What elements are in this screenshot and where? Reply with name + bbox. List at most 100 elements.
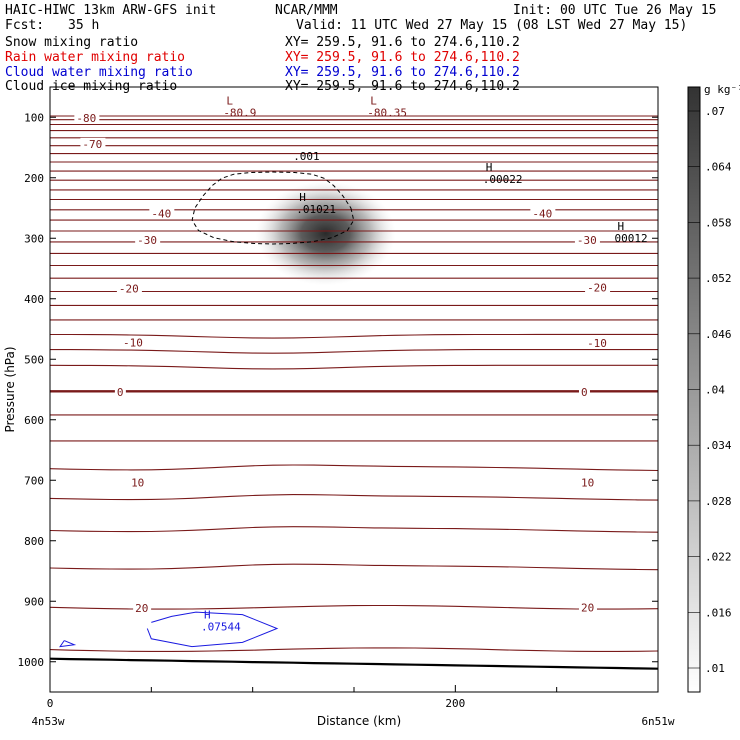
field-cloudwater-label: Cloud water mixing ratio [5,65,193,80]
extremum-symbol: L [370,94,377,107]
colorbar: .01 .016 .022 .028 .034 .04 .046 .052 .058 .064 .0… [687,83,740,693]
temperature-label: 20 [581,601,594,614]
model-title: HAIC-HIWC 13km ARW-GFS init [5,3,217,18]
contour-label-bg [530,207,556,220]
fcst-label: Fcst: [5,18,45,33]
extremum-symbol: H [486,161,493,174]
x-tick-label: 0 [47,697,54,710]
extremum-symbol: H [299,191,306,204]
temperature-label: 0 [581,386,588,399]
x-tick-label: 200 [445,697,465,710]
y-axis-label: Pressure (hPa) [3,346,17,432]
temperature-contour [50,333,658,339]
contour-label-bg [585,281,611,294]
temperature-label: 10 [581,477,594,490]
colorbar-label: .046 [705,328,732,341]
x-axis-label: Distance (km) [317,714,401,728]
field-rain-label: Rain water mixing ratio [5,50,186,65]
temperature-label: -20 [119,282,139,295]
y-tick-label: 700 [24,474,44,487]
contour-label-bg [74,111,100,124]
colorbar-label: .028 [705,495,732,508]
extremum-symbol: L [226,94,233,107]
contour-label-bg [578,385,590,398]
contour-label-bg [585,336,611,349]
temperature-label: -80 [76,112,96,125]
init-time: Init: 00 UTC Tue 26 May 15 [513,3,717,18]
temperature-label: 20 [135,602,148,615]
extremum-value: .00022 [483,173,523,186]
colorbar-label: .016 [705,606,732,619]
contour-label-bg [149,207,175,220]
valid-time: Valid: 11 UTC Wed 27 May 15 (08 LST Wed … [296,18,688,33]
temperature-contour [49,464,659,472]
contour-label-bg [116,282,142,295]
temperature-contour [49,647,659,652]
colorbar-unit: g kg⁻¹ [704,83,740,96]
extremum-value: .07544 [201,621,241,634]
contour-label-bg [133,601,152,614]
y-tick-label: 500 [24,353,44,366]
field-rain-xy: XY= 259.5, 91.6 to 274.6,110.2 [285,50,520,65]
colorbar-label: .07 [705,105,725,118]
temperature-label: -40 [151,207,171,220]
field-snow-xy: XY= 259.5, 91.6 to 274.6,110.2 [285,35,520,50]
fcst-value: 35 h [68,18,100,33]
y-tick-label: 100 [24,111,44,124]
extremum-value: -80.35 [367,106,407,119]
y-tick-label: 1000 [18,656,45,669]
y-tick-label: 400 [24,293,44,306]
y-tick-label: 800 [24,535,44,548]
field-cloudwater-xy: XY= 259.5, 91.6 to 274.6,110.2 [285,65,520,80]
contour-label-bg [574,234,600,247]
colorbar-label: .034 [705,439,732,452]
contour-label-bg [120,336,146,349]
y-tick-label: 300 [24,232,44,245]
contour-label-bg [129,476,148,489]
colorbar-label: .064 [705,161,732,174]
x-end-label: 6n51w [641,715,674,728]
colorbar-label: .022 [705,551,732,564]
temperature-label: -70 [82,138,102,151]
colorbar-label: .058 [705,216,732,229]
x-start-label: 4n53w [31,715,64,728]
colorbar-label: .04 [705,384,725,397]
extremum-symbol: H [617,220,624,233]
temperature-label: -40 [532,207,552,220]
contour-label-bg [578,476,597,489]
plot-content: -80 -70 -40 -40 -30 -30 -20 -20 -10 -10 0 0 10 10 20 20… [3,86,675,728]
contour-label-bg [135,234,161,247]
temperature-label: -10 [123,336,143,349]
colorbar-label: .01 [705,662,725,675]
terrain-line [49,657,659,670]
temperature-contour [49,604,659,610]
temperature-label: 10 [131,477,144,490]
y-tick-label: 900 [24,595,44,608]
extremum-value: -80.9 [223,106,256,119]
temperature-label: 0 [117,386,124,399]
contour-label-bg [80,137,106,150]
temperature-label: -30 [577,234,597,247]
contour-label-bg [114,385,126,398]
temperature-contour [49,364,658,370]
field-snow-label: Snow mixing ratio [5,35,139,50]
temperature-label: -10 [587,337,607,350]
temperature-contour [49,526,659,533]
contour-label-bg [578,601,597,614]
center-label: NCAR/MMM [275,3,338,18]
temperature-contour [49,563,659,571]
ice-contour-label: .001 [293,150,320,163]
extremum-value: .01021 [296,203,336,216]
cloud-water-contour [146,611,279,648]
temperature-label: -20 [587,281,607,294]
extremum-symbol: H [204,609,211,622]
cloud-water-contour [59,640,77,648]
temperature-label: -30 [137,234,157,247]
temperature-contour [49,494,659,501]
colorbar-label: .052 [705,272,732,285]
extremum-value: 00012 [614,232,647,245]
y-tick-label: 600 [24,414,44,427]
snow-mixing-ratio-shading [255,181,396,286]
temperature-contour [50,349,658,354]
